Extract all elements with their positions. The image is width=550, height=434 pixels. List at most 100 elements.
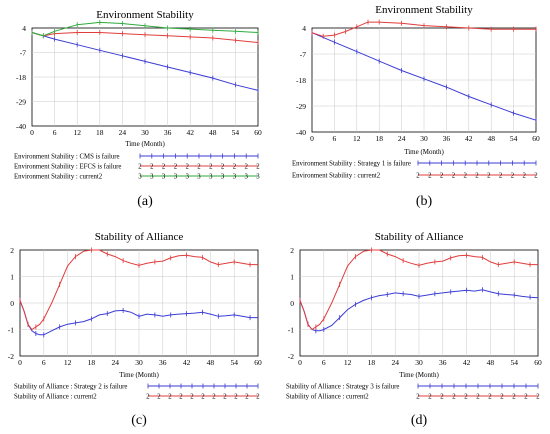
x-tick-label: 54 [232,128,240,137]
x-tick-label: 36 [164,128,172,137]
y-tick-label: 2 [290,246,294,255]
legend-marker: 2 [536,394,540,401]
legend-marker: 2 [534,173,538,180]
legend-marker: 2 [209,164,213,171]
x-tick-label: 24 [398,134,406,143]
legend-marker: 2 [233,164,237,171]
legend-marker: 2 [185,164,189,171]
y-tick-label: -18 [296,76,306,85]
x-tick-label: 18 [96,128,104,137]
x-tick-label: 0 [30,128,34,137]
legend-marker: 2 [168,394,172,401]
x-tick-label: 60 [254,358,262,367]
y-tick-label: -1 [8,326,14,335]
legend-marker: 3 [162,174,166,181]
legend-marker: 2 [221,164,225,171]
series-line-1 [311,21,536,37]
x-tick-label: 60 [532,134,540,143]
legend-marker: 2 [190,394,194,401]
y-tick-label: 0 [290,299,294,308]
legend-label-1: Stability of Alliance : current2 [14,394,97,401]
x-axis-label: Time (Month) [119,371,159,379]
series-line-0 [19,300,258,336]
y-tick-label: 4 [302,24,306,33]
series-line-1 [31,32,259,43]
y-tick-label: -2 [8,352,14,361]
chart-title: Environment Stability [375,4,473,16]
y-tick-label: -18 [16,73,26,82]
x-tick-label: 60 [534,358,542,367]
x-tick-label: 12 [353,134,361,143]
legend-marker: 3 [233,174,237,181]
legend-marker: 3 [221,174,225,181]
chart-title: Environment Stability [96,9,194,21]
y-tick-label: 2 [10,246,14,255]
legend-marker: 2 [511,173,515,180]
x-tick-label: 48 [487,134,495,143]
legend-marker: 2 [499,173,503,180]
legend-marker: 2 [512,394,516,401]
legend-marker: 2 [428,173,432,180]
legend-marker: 3 [150,174,154,181]
x-tick-label: 6 [53,128,57,137]
x-axis-label: Time (Month) [399,371,439,379]
legend-label-1: Environment Stability : EFCS is failure [14,164,121,171]
legend-marker: 2 [452,173,456,180]
legend-marker: 2 [162,164,166,171]
x-tick-label: 18 [368,358,376,367]
legend-marker: 2 [416,394,420,401]
legend-marker: 2 [223,394,227,401]
panel-caption: (a) [137,194,153,209]
x-tick-label: 54 [230,358,238,367]
x-axis-label: Time (Month) [125,140,165,148]
legend-marker: 3 [209,174,213,181]
y-tick-label: -29 [16,98,26,107]
series-line-1 [299,249,538,331]
legend-marker: 2 [256,394,260,401]
legend-marker: 3 [197,174,201,181]
y-tick-label: -29 [296,102,306,111]
series-line-2 [31,21,259,37]
legend-marker: 3 [185,174,189,181]
x-tick-label: 42 [186,128,194,137]
legend-marker: 2 [522,173,526,180]
legend-marker: 2 [500,394,504,401]
y-tick-label: 4 [22,24,26,33]
x-tick-label: 18 [375,134,383,143]
y-tick-label: -2 [288,352,294,361]
x-tick-label: 24 [111,358,119,367]
x-tick-label: 42 [183,358,191,367]
x-tick-label: 42 [465,134,473,143]
x-tick-label: 48 [487,358,495,367]
y-tick-label: 1 [290,273,294,282]
legend-marker: 2 [476,394,480,401]
x-tick-label: 42 [463,358,471,367]
x-tick-label: 30 [135,358,143,367]
legend-marker: 2 [146,394,150,401]
x-tick-label: 18 [88,358,96,367]
legend-marker: 2 [256,164,260,171]
x-tick-label: 54 [510,358,518,367]
panel-caption: (b) [416,194,433,209]
legend-marker: 2 [428,394,432,401]
legend-label-0: Environment Stability : CMS is failure [14,154,120,161]
legend-marker: 2 [150,164,154,171]
legend-marker: 2 [475,173,479,180]
legend-marker: 2 [197,164,201,171]
x-tick-label: 48 [209,128,217,137]
legend-marker: 2 [234,394,238,401]
x-tick-label: 0 [298,358,302,367]
x-tick-label: 24 [391,358,399,367]
x-tick-label: 30 [141,128,149,137]
y-tick-label: -7 [20,49,26,58]
legend-marker: 2 [244,164,248,171]
y-tick-label: -40 [16,122,26,131]
legend-label-1: Environment Stability : current2 [292,173,381,180]
legend-marker: 2 [452,394,456,401]
legend-label-0: Environment Stability : Strategy 1 is fa… [292,161,411,168]
x-tick-label: 30 [415,358,423,367]
